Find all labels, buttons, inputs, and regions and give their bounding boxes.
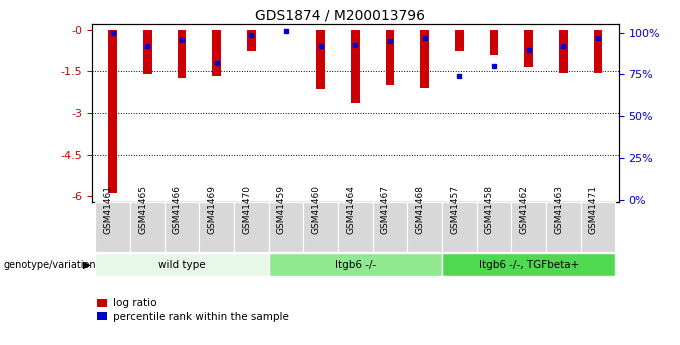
- Text: GSM41469: GSM41469: [207, 185, 217, 234]
- Bar: [199, 202, 234, 252]
- Text: Itgb6 -/-, TGFbeta+: Itgb6 -/-, TGFbeta+: [479, 260, 579, 270]
- Bar: [477, 202, 511, 252]
- Bar: [594, 30, 602, 73]
- Text: GSM41471: GSM41471: [589, 185, 598, 234]
- Bar: [407, 202, 442, 252]
- Bar: [351, 30, 360, 103]
- Text: GSM41461: GSM41461: [103, 185, 113, 234]
- Text: GSM41464: GSM41464: [346, 185, 355, 234]
- Text: GSM41467: GSM41467: [381, 185, 390, 234]
- Bar: [177, 30, 186, 78]
- Bar: [165, 202, 199, 252]
- Bar: [351, 30, 360, 103]
- Text: genotype/variation: genotype/variation: [3, 260, 96, 270]
- Bar: [559, 30, 568, 73]
- Bar: [269, 253, 442, 276]
- Text: GSM41468: GSM41468: [415, 185, 424, 234]
- Bar: [247, 30, 256, 50]
- Bar: [386, 30, 394, 85]
- Text: GSM41466: GSM41466: [173, 185, 182, 234]
- Bar: [95, 253, 269, 276]
- Bar: [316, 30, 325, 89]
- Bar: [455, 30, 464, 50]
- Bar: [420, 30, 429, 88]
- Text: GSM41463: GSM41463: [554, 185, 563, 234]
- Bar: [269, 202, 303, 252]
- Bar: [177, 30, 186, 78]
- Bar: [420, 30, 429, 88]
- Bar: [594, 30, 602, 73]
- Bar: [490, 30, 498, 55]
- Bar: [108, 30, 117, 194]
- Bar: [212, 30, 221, 76]
- Text: GSM41462: GSM41462: [520, 185, 528, 234]
- Text: Itgb6 -/-: Itgb6 -/-: [335, 260, 376, 270]
- Text: GSM41460: GSM41460: [311, 185, 321, 234]
- Bar: [108, 30, 117, 194]
- Bar: [373, 202, 407, 252]
- Bar: [442, 202, 477, 252]
- Bar: [490, 30, 498, 55]
- Text: GSM41470: GSM41470: [242, 185, 252, 234]
- Bar: [95, 202, 130, 252]
- Bar: [511, 202, 546, 252]
- Bar: [143, 30, 152, 74]
- Bar: [581, 202, 615, 252]
- Text: GSM41465: GSM41465: [138, 185, 148, 234]
- Bar: [524, 30, 533, 67]
- Bar: [303, 202, 338, 252]
- Text: GSM41457: GSM41457: [450, 185, 459, 234]
- Bar: [442, 253, 615, 276]
- Bar: [234, 202, 269, 252]
- Legend: log ratio, percentile rank within the sample: log ratio, percentile rank within the sa…: [97, 298, 288, 322]
- Text: GDS1874 / M200013796: GDS1874 / M200013796: [255, 9, 425, 23]
- Text: ▶: ▶: [83, 260, 91, 270]
- Text: GSM41459: GSM41459: [277, 185, 286, 234]
- Bar: [524, 30, 533, 67]
- Bar: [247, 30, 256, 50]
- Bar: [143, 30, 152, 74]
- Bar: [338, 202, 373, 252]
- Bar: [212, 30, 221, 76]
- Bar: [130, 202, 165, 252]
- Bar: [546, 202, 581, 252]
- Text: GSM41458: GSM41458: [485, 185, 494, 234]
- Bar: [386, 30, 394, 85]
- Bar: [559, 30, 568, 73]
- Bar: [455, 30, 464, 50]
- Bar: [316, 30, 325, 89]
- Text: wild type: wild type: [158, 260, 206, 270]
